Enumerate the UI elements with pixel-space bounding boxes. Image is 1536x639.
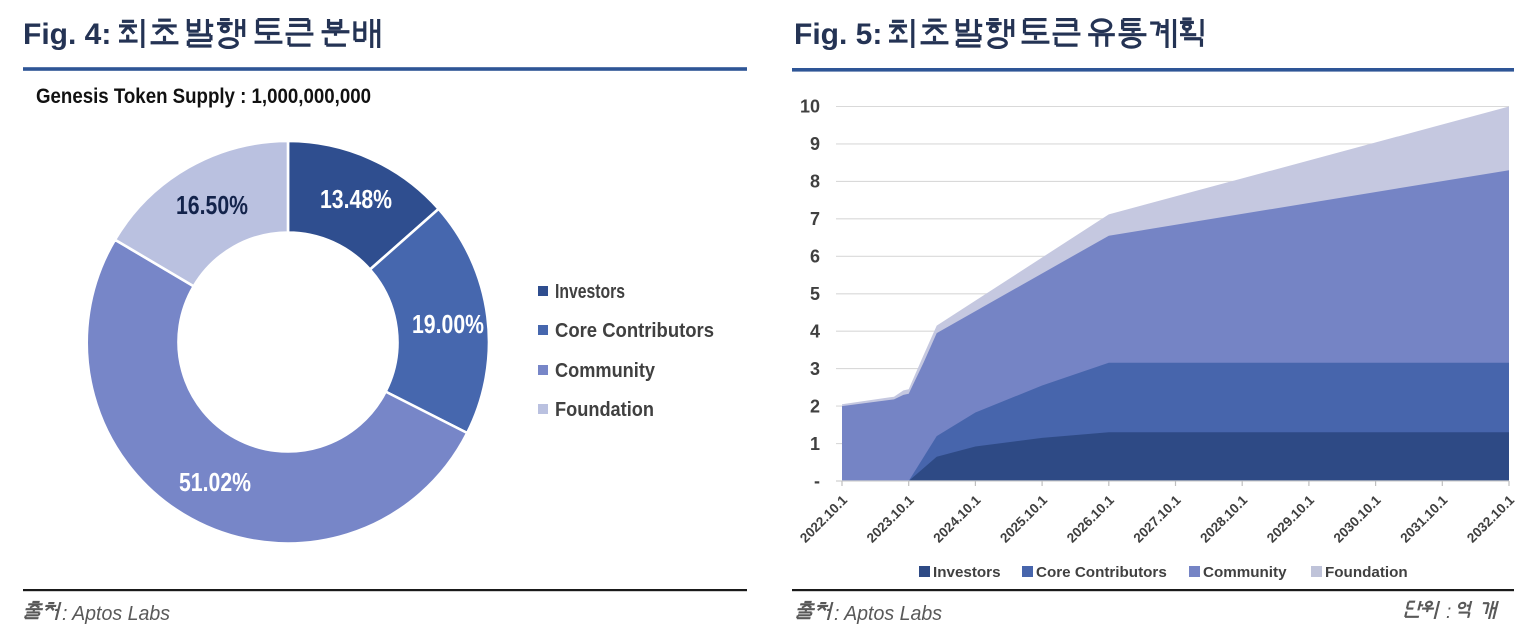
svg-text:4: 4 [810,322,820,342]
svg-text:Foundation: Foundation [1325,564,1408,581]
svg-text:6: 6 [810,247,820,267]
svg-text:2: 2 [810,397,820,417]
svg-text:Foundation: Foundation [555,399,654,421]
svg-text:Fig. 4:: Fig. 4: [23,18,111,51]
svg-text:Fig. 5:: Fig. 5: [794,18,882,51]
svg-text:8: 8 [810,172,820,192]
svg-text:51.02%: 51.02% [179,467,251,497]
svg-text:9: 9 [810,134,820,154]
svg-text:Community: Community [1203,564,1287,581]
svg-text::: : [1446,602,1451,623]
svg-text:3: 3 [810,359,820,379]
svg-text:Core Contributors: Core Contributors [555,320,714,342]
svg-text:Genesis Token Supply : 1,000,0: Genesis Token Supply : 1,000,000,000 [36,85,371,108]
svg-text:: Aptos Labs: : Aptos Labs [834,603,942,625]
svg-text:Investors: Investors [933,564,1001,581]
svg-text:19.00%: 19.00% [412,309,484,339]
svg-text:-: - [814,471,820,491]
svg-text:13.48%: 13.48% [320,184,392,214]
svg-text:5: 5 [810,284,820,304]
svg-text:Investors: Investors [555,281,625,303]
svg-text:Community: Community [555,360,656,382]
svg-text:Core Contributors: Core Contributors [1036,564,1167,581]
svg-text:: Aptos Labs: : Aptos Labs [62,603,170,625]
svg-text:1: 1 [810,434,820,454]
svg-text:16.50%: 16.50% [176,190,248,220]
svg-text:10: 10 [800,97,820,117]
svg-text:7: 7 [810,209,820,229]
